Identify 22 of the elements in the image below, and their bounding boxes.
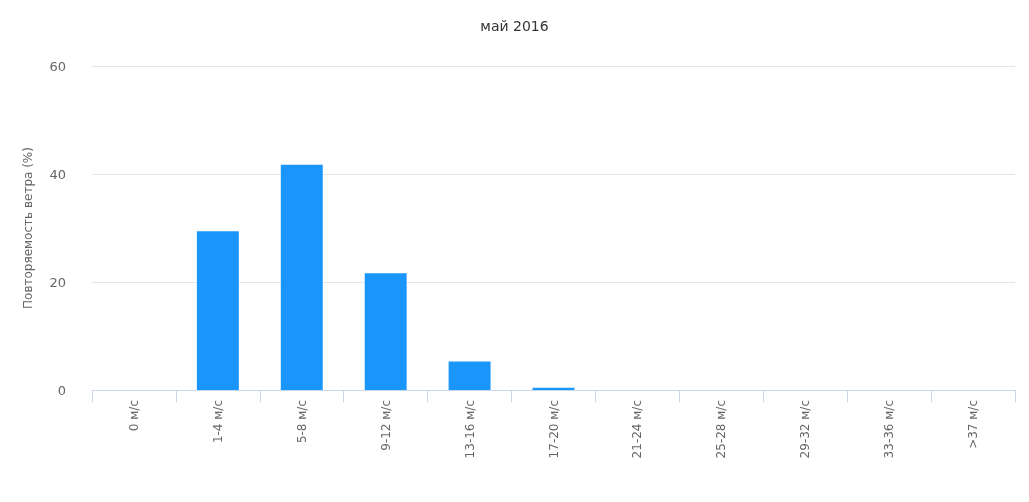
y-tick-label: 60 <box>49 58 66 74</box>
bar <box>364 273 407 390</box>
x-tick-label: >37 м/с <box>966 400 981 449</box>
y-tick-label: 20 <box>49 274 66 290</box>
x-tick-label: 9-12 м/с <box>378 400 393 451</box>
x-tick-label: 21-24 м/с <box>630 400 645 459</box>
x-tick-label: 29-32 м/с <box>798 400 813 459</box>
x-tick-label: 25-28 м/с <box>714 400 729 459</box>
y-tick-label: 0 <box>57 382 66 398</box>
x-tick-label: 5-8 м/с <box>294 400 309 444</box>
bar <box>280 164 323 390</box>
x-tick-label: 17-20 м/с <box>546 400 561 459</box>
bar <box>448 361 491 390</box>
x-tick-label: 1-4 м/с <box>210 400 225 444</box>
x-tick-label: 0 м/с <box>126 400 141 432</box>
y-tick-label: 40 <box>49 166 66 182</box>
bar <box>532 387 575 390</box>
x-tick-label: 13-16 м/с <box>462 400 477 459</box>
y-axis-title: Повторяемость ветра (%) <box>21 147 35 309</box>
x-tick-label: 33-36 м/с <box>882 400 897 459</box>
chart-title: май 2016 <box>480 18 549 34</box>
bar <box>196 231 239 390</box>
